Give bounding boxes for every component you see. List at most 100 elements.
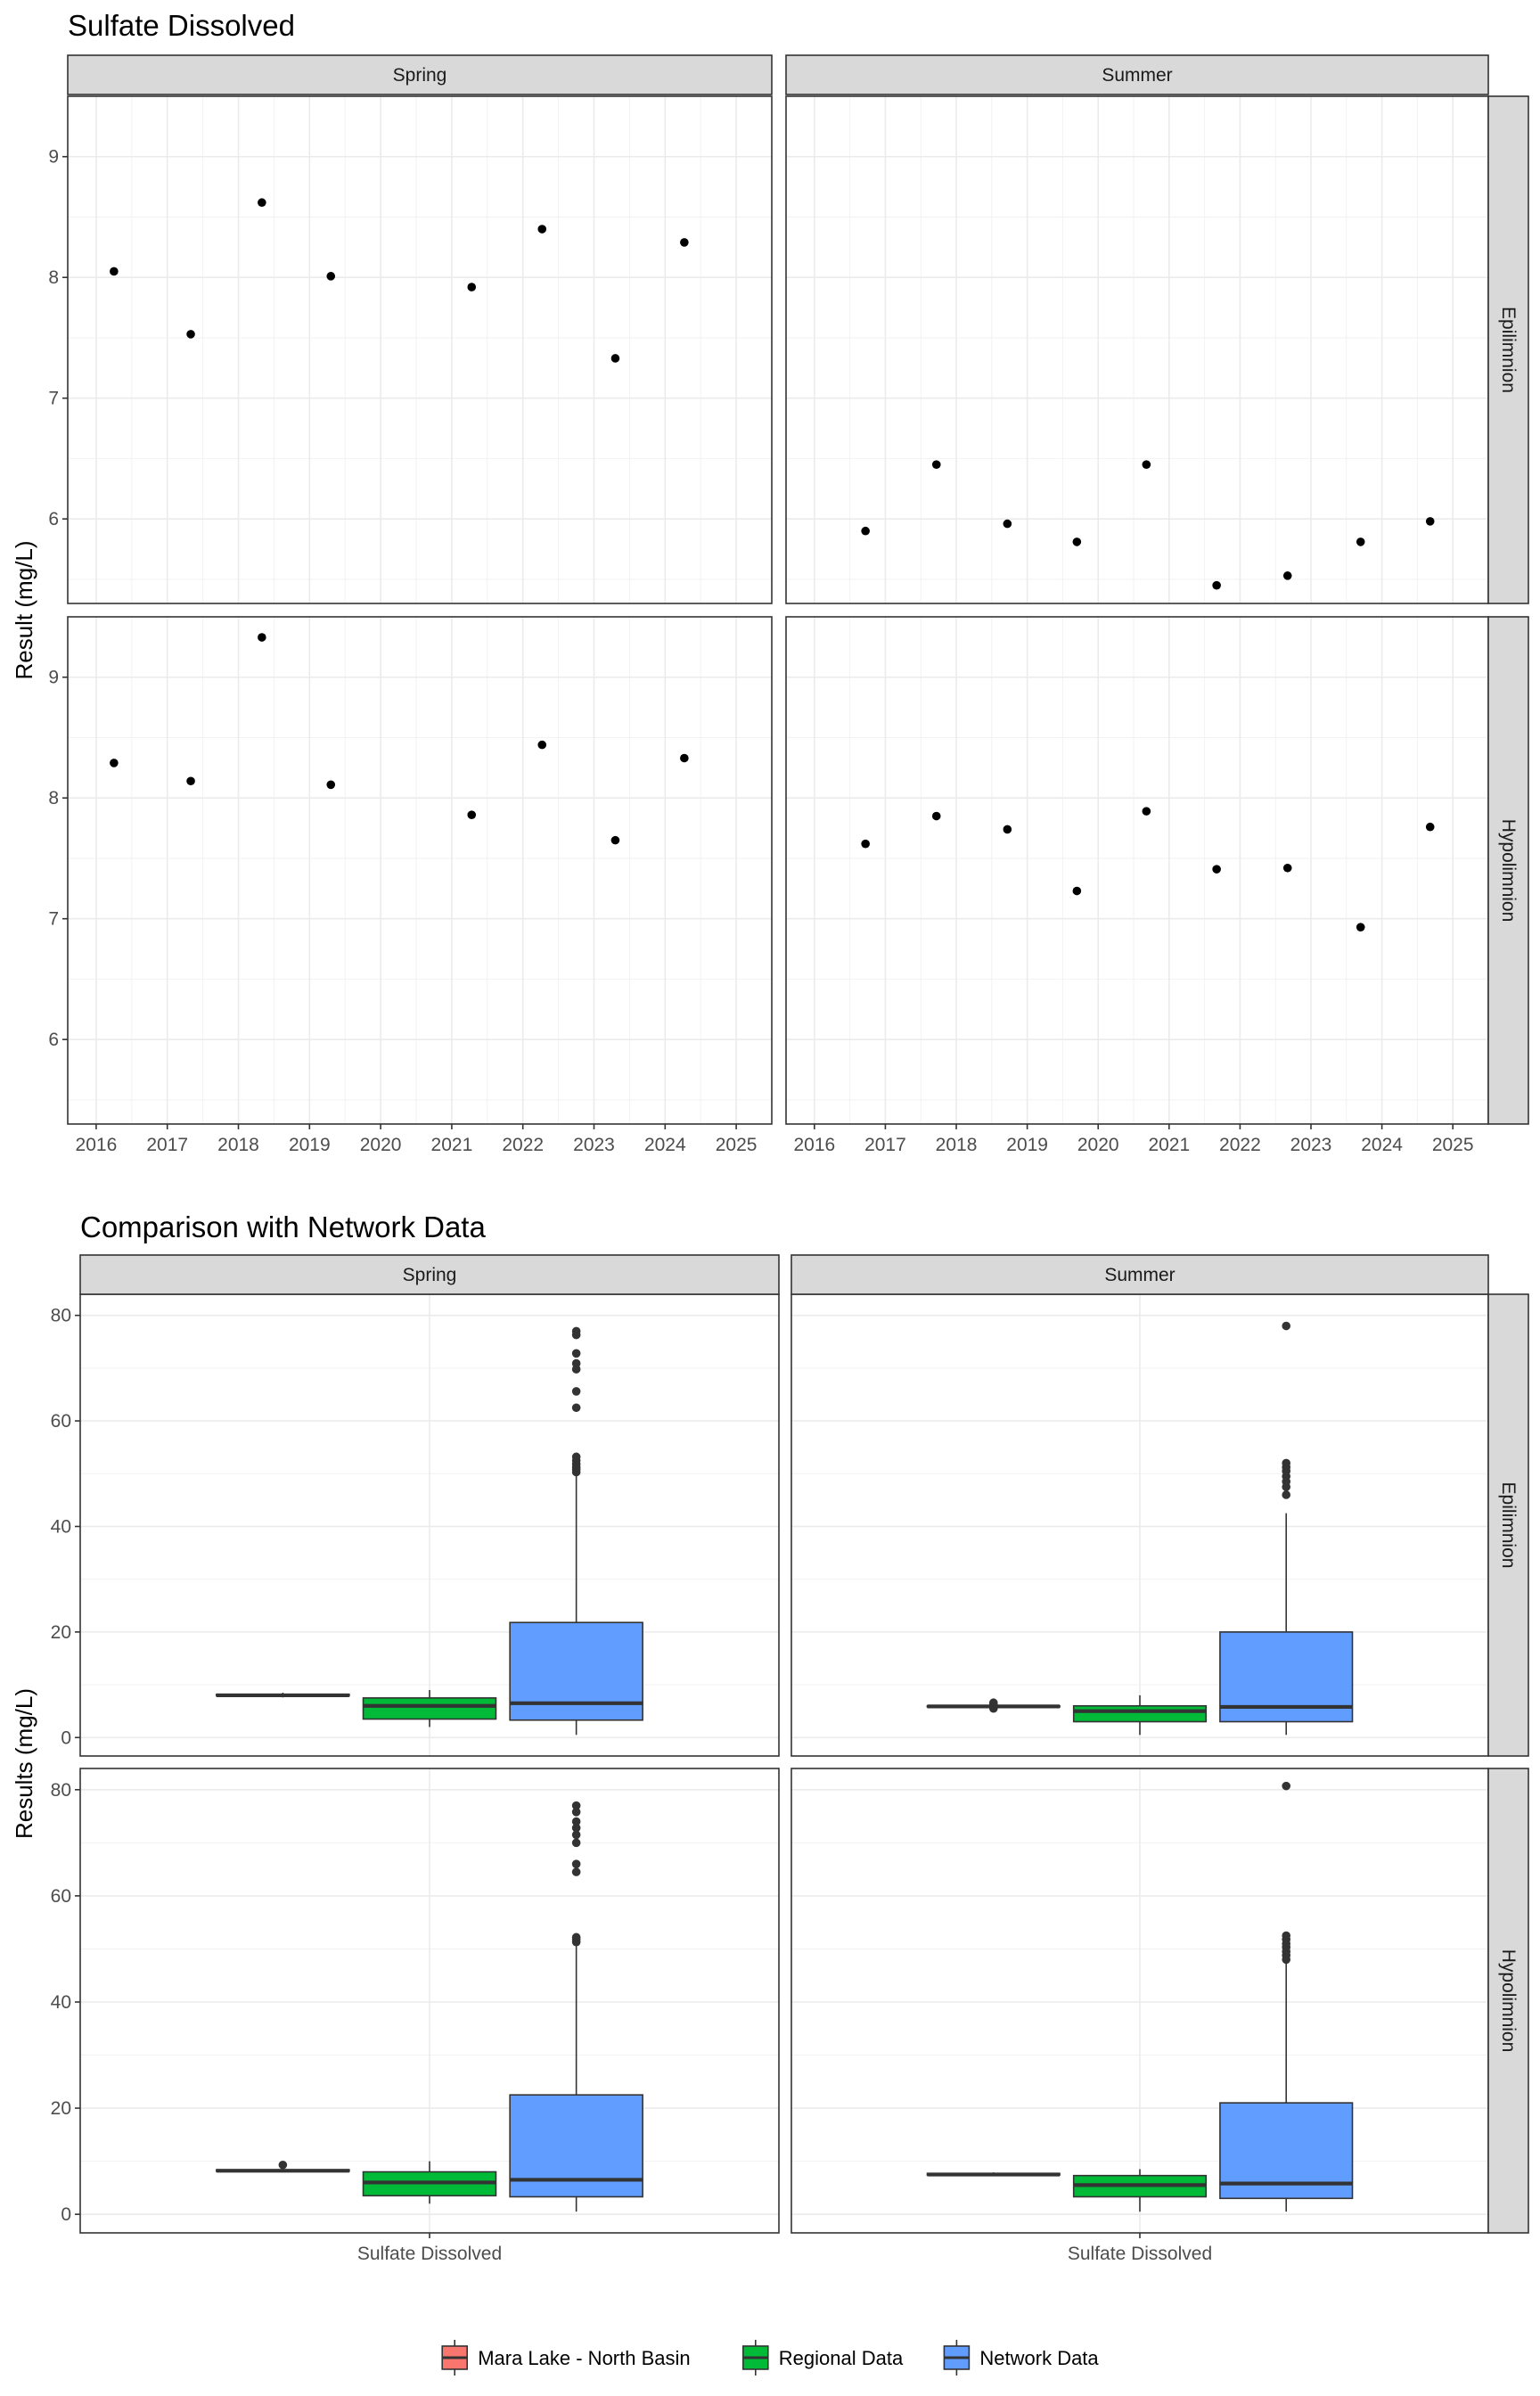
y-tick-label: 80 [51,1780,71,1801]
box-iqr [509,1621,643,1721]
outlier-point [278,2160,288,2170]
outlier-point [1282,1781,1291,1791]
legend-label: Regional Data [779,2347,904,2369]
x-tick-label: 2016 [793,1135,835,1155]
panel-spring-hypolimnion [67,616,773,1125]
data-point [537,225,547,234]
outlier-point [1282,1321,1291,1331]
panel-border [67,95,773,604]
outlier-point [571,1387,581,1396]
box-regional-data [1072,2169,1208,2212]
box-mara-lake-north-basin [216,1692,350,1698]
x-tick-label: 2020 [1077,1135,1119,1155]
y-tick-label: 9 [48,668,59,688]
data-point [326,780,336,790]
facet-strip-hypolimnion [1487,616,1529,1125]
facet-strip-label: Hypolimnion [1498,1949,1519,2053]
outlier-point [1282,1490,1291,1499]
x-tick-label: 2022 [1219,1135,1261,1155]
facet-strip-label: Epilimnion [1498,1482,1519,1569]
box-iqr [1072,1704,1208,1723]
x-tick-label: 2025 [716,1135,758,1155]
facet-strip-label: Spring [403,1265,457,1285]
facet-strip-epilimnion [1487,1293,1529,1757]
x-tick-label: 2017 [146,1135,188,1155]
data-point [1282,863,1292,873]
data-point [861,839,870,849]
box-mara-lake-north-basin [216,2160,350,2173]
y-tick-label: 8 [48,267,59,288]
y-tick-label: 7 [48,909,59,930]
outlier-point [571,1823,581,1833]
y-tick-label: 8 [48,788,59,808]
scatter-chart-title: Sulfate Dissolved [68,9,295,42]
panel-spring-epilimnion [67,95,773,604]
data-point [1072,886,1082,896]
legend-label: Mara Lake - North Basin [478,2347,690,2369]
outlier-point [571,1817,581,1826]
outlier-point [988,1698,998,1708]
panel-border [67,616,773,1125]
box-network-data [509,1326,643,1735]
x-tick-label: 2018 [217,1135,259,1155]
panel-spring-epilimnion [79,1293,780,1757]
y-tick-label: 7 [48,389,59,409]
outlier-point [571,1867,581,1876]
panel-summer-epilimnion [785,95,1489,604]
y-tick-label: 20 [51,1622,71,1643]
panel-summer-hypolimnion [790,1768,1489,2234]
x-tick-label: 2024 [644,1135,686,1155]
outlier-point [571,1932,581,1942]
outlier-point [1282,1458,1291,1468]
y-tick-label: 80 [51,1306,71,1326]
data-point [680,753,689,763]
data-point [537,740,547,750]
data-point [467,810,477,819]
outlier-point [571,1830,581,1840]
x-tick-label: 2025 [1432,1135,1474,1155]
x-tick-label: 2019 [289,1135,331,1155]
y-axis-title: Results (mg/L) [11,1688,37,1839]
x-tick-label: 2016 [76,1135,118,1155]
legend-label: Network Data [979,2347,1099,2369]
y-tick-label: 6 [48,1030,59,1050]
data-point [680,238,689,247]
y-tick-label: 60 [51,1886,71,1907]
box-regional-data [1072,1694,1208,1735]
data-point [1356,537,1365,546]
outlier-point [571,1838,581,1848]
x-tick-label: 2018 [936,1135,978,1155]
scatter-faceted-chart: Spring Summer Epilimnion Hypolimnion 6 7 8 9 6 7 8… [11,54,1529,1155]
facet-strip-hypolimnion [1487,1768,1529,2234]
facet-strip-epilimnion [1487,95,1529,604]
x-tick-label: 2021 [1148,1135,1190,1155]
data-point [110,759,119,767]
box-regional-data [362,1690,497,1727]
outlier-point [571,1808,581,1817]
x-tick-label: 2020 [360,1135,402,1155]
y-tick-label: 40 [51,1992,71,2013]
outlier-point [571,1801,581,1810]
legend-item-regional-data: Regional Data [741,2340,904,2375]
panel-summer-hypolimnion [785,616,1489,1125]
x-tick-label: 2023 [573,1135,615,1155]
data-point [258,633,266,642]
box-network-data [509,1801,643,2212]
legend-item-mara-lake-north-basin: Mara Lake - North Basin [441,2340,691,2375]
panel-background [68,96,772,603]
data-point [1142,807,1151,816]
panel-spring-hypolimnion [79,1768,780,2234]
box-network-data [1219,1781,1354,2212]
x-tick-label: Sulfate Dissolved [357,2244,502,2264]
legend-item-network-data: Network Data [943,2340,1099,2375]
data-point [1142,460,1151,470]
data-point [1212,865,1221,874]
y-tick-label: 0 [61,1727,71,1748]
boxplot-faceted-chart: Spring Summer Epilimnion Hypolimnion 0 20 40 60… [11,1254,1529,2264]
data-point [1425,517,1435,526]
data-point [110,267,119,276]
facet-strip-label: Summer [1104,1265,1175,1285]
panel-summer-epilimnion [790,1293,1489,1757]
outlier-point [571,1358,581,1368]
